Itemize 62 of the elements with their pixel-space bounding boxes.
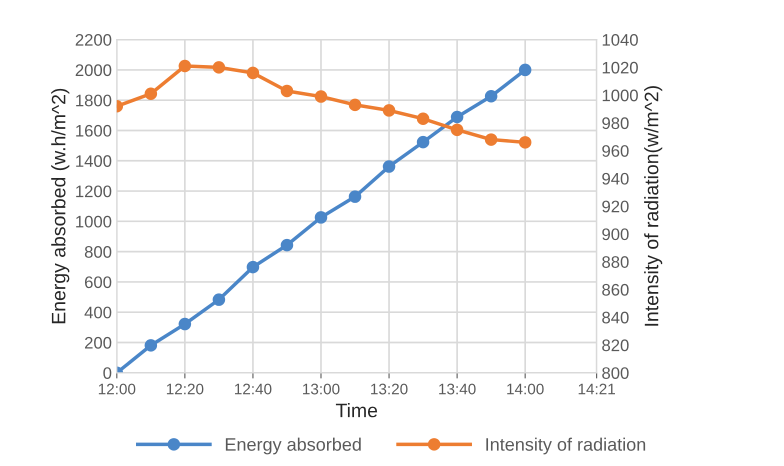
y2-tick-label: 1040: [602, 34, 638, 46]
point: [280, 238, 294, 252]
y2-tick-label: 1000: [602, 90, 638, 102]
point: [450, 124, 464, 136]
y-tick-label: 1400: [76, 155, 112, 167]
point: [144, 88, 158, 100]
y2-tick-label: 960: [602, 145, 629, 157]
y2-tick-label: 920: [602, 200, 629, 212]
x-tick-label: 12:20: [166, 384, 204, 394]
x-axis-title: Time: [336, 403, 378, 418]
point: [348, 190, 362, 203]
legend-label: Intensity of radiation: [486, 438, 646, 454]
y-tick-label: 1200: [76, 185, 112, 198]
y2-tick-label: 800: [602, 367, 629, 380]
y2-tick-label: 980: [602, 117, 629, 130]
point: [382, 160, 396, 173]
y-tick-label: 1000: [76, 216, 112, 228]
y-tick-label: 1600: [76, 124, 112, 137]
point: [518, 64, 532, 76]
point: [246, 260, 260, 274]
point: [212, 293, 226, 306]
point: [416, 112, 430, 125]
point: [280, 84, 294, 98]
point: [484, 133, 498, 146]
point: [382, 104, 396, 117]
y-axis-title: Energy absorbed (w.h/m^2): [51, 88, 70, 324]
y-tick-label: 0: [103, 367, 112, 380]
point: [246, 66, 260, 80]
y-tick-label: 2000: [76, 64, 112, 76]
point: [416, 136, 430, 148]
x-tick-label: 12:40: [234, 384, 272, 394]
y2-axis-title: Intensity of radiation(w/m^2): [644, 86, 662, 326]
point: [314, 211, 328, 224]
y-tick-label: 2200: [76, 34, 112, 46]
point: [178, 60, 192, 72]
legend-label: Energy absorbed: [226, 438, 361, 454]
y-tick-label: 1800: [76, 94, 112, 106]
point: [518, 136, 532, 149]
y2-tick-label: 840: [602, 312, 629, 324]
y2-tick-label: 900: [602, 228, 629, 240]
point: [144, 339, 158, 352]
x-tick-label: 13:40: [439, 384, 476, 394]
y-tick-label: 200: [84, 336, 112, 349]
point: [178, 318, 192, 330]
x-tick-label: 13:00: [303, 384, 340, 394]
y-tick-label: 400: [84, 306, 112, 318]
y2-tick-label: 880: [602, 256, 629, 268]
point: [212, 61, 226, 74]
point: [450, 110, 464, 124]
y-tick-label: 600: [84, 276, 112, 288]
y2-tick-label: 860: [602, 284, 629, 296]
y2-tick-label: 940: [602, 172, 629, 185]
point: [484, 90, 498, 103]
y2-tick-label: 1020: [602, 62, 638, 74]
point: [314, 90, 328, 103]
x-tick-label: 14:21: [578, 384, 615, 394]
y-tick-label: 800: [84, 246, 112, 258]
y2-tick-label: 820: [602, 339, 629, 352]
x-tick-label: 13:20: [371, 384, 408, 394]
x-tick-label: 12:00: [98, 384, 136, 394]
x-tick-label: 14:00: [507, 384, 544, 394]
point: [348, 98, 362, 112]
